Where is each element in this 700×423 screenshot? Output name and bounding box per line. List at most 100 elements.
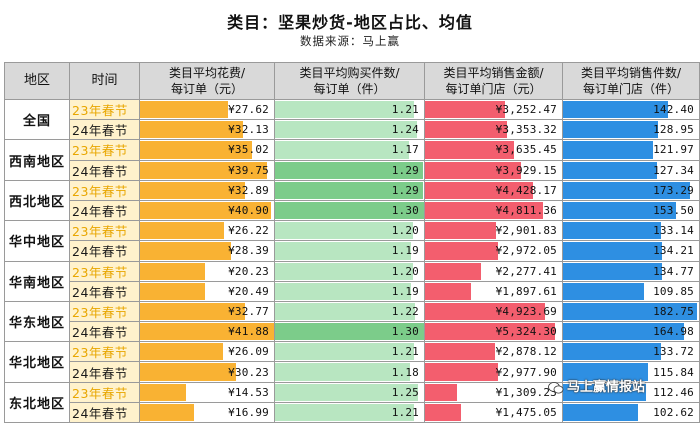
qty-value: 1.18 xyxy=(391,365,419,379)
header-spend: 类目平均花费/ 每订单（元） xyxy=(139,62,275,100)
units-value: 127.34 xyxy=(653,163,694,177)
units-value: 102.62 xyxy=(653,405,694,419)
units-value: 133.14 xyxy=(653,224,694,238)
units-cell: 134.77 xyxy=(562,260,700,282)
spend-bar xyxy=(140,141,252,159)
spend-cell: ¥41.88 xyxy=(139,321,275,343)
period-cell: 24年春节 xyxy=(69,321,140,343)
units-cell: 134.21 xyxy=(562,240,700,262)
qty-bar xyxy=(275,242,412,260)
header-sales-line2: 每订单门店（元） xyxy=(445,82,542,96)
units-value: 173.29 xyxy=(653,183,694,197)
spend-value: ¥27.62 xyxy=(228,103,269,117)
table-row: 东北地区 23年春节 ¥14.53 1.25 ¥1,309.23 112.46 xyxy=(4,381,700,423)
table-row: 24年春节 ¥16.99 1.21 ¥1,475.05 102.62 xyxy=(5,401,700,423)
units-cell: 127.34 xyxy=(562,159,700,181)
spend-value: ¥20.23 xyxy=(228,264,269,278)
sales-bar xyxy=(425,282,472,300)
sales-bar xyxy=(425,363,498,381)
units-cell: 142.40 xyxy=(562,98,700,121)
spend-cell: ¥14.53 xyxy=(139,381,275,403)
units-value: 134.77 xyxy=(653,264,694,278)
sales-value: ¥5,324.30 xyxy=(495,325,557,339)
sales-bar xyxy=(425,141,514,159)
watermark: 马上赢情报站 xyxy=(548,376,645,395)
header-spend-line2: 每订单（元） xyxy=(170,82,243,96)
spend-cell: ¥30.23 xyxy=(139,361,275,383)
sales-cell: ¥3,929.15 xyxy=(424,159,563,181)
table-row: 24年春节 ¥28.39 1.19 ¥2,972.05 134.21 xyxy=(5,240,700,262)
units-bar xyxy=(563,222,661,240)
period-cell: 24年春节 xyxy=(69,361,140,383)
sales-cell: ¥1,897.61 xyxy=(424,280,563,302)
region-cell: 西南地区 xyxy=(4,139,70,181)
units-bar xyxy=(563,181,691,199)
units-bar xyxy=(563,242,662,260)
header-units-line2: 每订单门店（件） xyxy=(582,82,679,96)
sales-cell: ¥5,324.30 xyxy=(424,321,563,343)
units-cell: 133.14 xyxy=(562,220,700,242)
region-cell: 东北地区 xyxy=(4,381,70,423)
spend-value: ¥16.99 xyxy=(228,405,269,419)
spend-bar xyxy=(140,383,187,401)
region-cell: 西北地区 xyxy=(4,179,70,222)
units-value: 128.95 xyxy=(653,123,694,137)
units-cell: 173.29 xyxy=(562,179,700,201)
period-cell: 24年春节 xyxy=(69,159,140,181)
qty-cell: 1.18 xyxy=(274,361,425,383)
spend-value: ¥39.75 xyxy=(228,163,269,177)
qty-cell: 1.21 xyxy=(274,341,425,363)
units-bar xyxy=(563,262,662,280)
qty-cell: 1.21 xyxy=(274,98,425,121)
qty-bar xyxy=(275,141,410,159)
units-value: 112.46 xyxy=(653,385,694,399)
qty-bar xyxy=(275,181,423,199)
units-bar xyxy=(563,101,668,119)
spend-cell: ¥40.90 xyxy=(139,199,275,222)
qty-cell: 1.22 xyxy=(274,300,425,323)
sales-value: ¥4,811.36 xyxy=(495,204,557,218)
sales-cell: ¥2,878.12 xyxy=(424,341,563,363)
sales-cell: ¥2,972.05 xyxy=(424,240,563,262)
qty-cell: 1.20 xyxy=(274,260,425,282)
units-cell: 133.72 xyxy=(562,341,700,363)
spend-bar xyxy=(140,262,205,280)
sales-bar xyxy=(425,323,556,341)
sales-cell: ¥2,277.41 xyxy=(424,260,563,282)
table-title: 类目：坚果炒货-地区占比、均值 xyxy=(227,13,473,32)
table-row: 24年春节 ¥40.90 1.30 ¥4,811.36 153.50 xyxy=(5,199,700,222)
units-value: 142.40 xyxy=(653,103,694,117)
sales-value: ¥4,923.69 xyxy=(495,304,557,318)
qty-bar xyxy=(275,302,415,321)
spend-cell: ¥39.75 xyxy=(139,159,275,181)
header-row: 地区 时间 类目平均花费/ 每订单（元） 类目平均购买件数/ 每订单（件） 类目… xyxy=(4,62,700,100)
units-cell: 121.97 xyxy=(562,139,700,161)
qty-cell: 1.24 xyxy=(274,119,425,141)
sales-value: ¥1,309.23 xyxy=(495,385,557,399)
spend-bar xyxy=(140,282,206,300)
sales-value: ¥3,353.32 xyxy=(495,123,557,137)
units-bar xyxy=(563,403,639,421)
period-cell: 23年春节 xyxy=(69,220,140,242)
header-qty-line2: 每订单（件） xyxy=(313,82,386,96)
period-cell: 23年春节 xyxy=(69,98,140,121)
period-cell: 24年春节 xyxy=(69,240,140,262)
units-cell: 164.98 xyxy=(562,321,700,343)
spend-bar xyxy=(140,403,195,421)
spend-value: ¥28.39 xyxy=(228,244,269,258)
period-cell: 23年春节 xyxy=(69,300,140,323)
qty-value: 1.29 xyxy=(391,163,419,177)
spend-cell: ¥32.13 xyxy=(139,119,275,141)
qty-value: 1.20 xyxy=(391,264,419,278)
header-region: 地区 xyxy=(4,62,70,100)
qty-value: 1.20 xyxy=(391,224,419,238)
spend-bar xyxy=(140,181,245,199)
units-bar xyxy=(563,282,644,300)
qty-cell: 1.19 xyxy=(274,280,425,302)
sales-value: ¥3,252.47 xyxy=(495,103,557,117)
region-cell: 华南地区 xyxy=(4,260,70,302)
qty-bar xyxy=(275,222,413,240)
table-row: 西北地区 23年春节 ¥32.89 1.29 ¥4,428.17 173.29 xyxy=(4,179,700,222)
qty-cell: 1.17 xyxy=(274,139,425,161)
sales-cell: ¥1,309.23 xyxy=(424,381,563,403)
